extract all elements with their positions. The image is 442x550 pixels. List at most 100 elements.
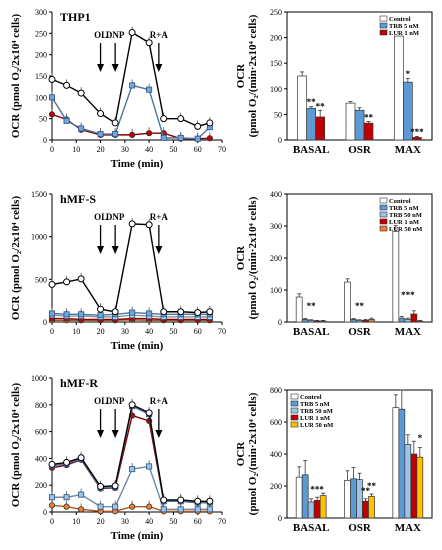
y-axis-label-line2: (pmol O₂/(min·2x10⁴ cells) <box>247 14 259 137</box>
x-tick-label: 0 <box>50 517 54 526</box>
legend-label: TRB 5 nM <box>389 205 419 212</box>
y-tick-label: 0 <box>278 318 282 327</box>
significance-marker: *** <box>401 290 415 300</box>
bar <box>398 408 406 519</box>
legend-swatch <box>379 22 388 29</box>
data-point <box>146 310 153 317</box>
y-tick-label: 800 <box>270 386 282 395</box>
bar <box>301 474 309 519</box>
data-point <box>78 125 85 132</box>
data-point <box>78 311 85 318</box>
significance-marker: *** <box>310 484 324 494</box>
x-tick-label: 50 <box>169 517 177 526</box>
annotation-arrow-head <box>97 64 105 72</box>
x-tick-label: 70 <box>218 145 226 154</box>
data-point <box>128 28 136 36</box>
bar <box>404 319 412 323</box>
bar <box>354 109 365 141</box>
chart-title: hMF-S <box>60 192 96 206</box>
y-tick-label: 150 <box>270 59 282 68</box>
series-0 <box>48 26 214 130</box>
category-label: OSR <box>348 144 372 156</box>
bar <box>319 320 327 323</box>
x-tick-label: 10 <box>72 517 80 526</box>
y-tick-label: 100 <box>270 286 282 295</box>
bar <box>350 478 357 519</box>
chart-title: hMF-R <box>60 376 98 390</box>
annotation-arrow-head <box>111 246 119 254</box>
legend-swatch <box>379 225 388 232</box>
data-point <box>177 496 185 504</box>
legend-entry: LUR 50 nM <box>379 225 422 233</box>
annotation-arrow-head <box>155 430 163 438</box>
series-0 <box>48 398 214 505</box>
legend-label: LUR 50 nM <box>300 422 333 429</box>
bar <box>411 137 422 141</box>
bar-chart-5: 0 200 400 600 800 BASAL OSR MAX OCR (pmol O₂/(min… <box>235 386 433 534</box>
legend-swatch <box>290 400 299 407</box>
legend-entry: LUR 1 nM <box>379 29 419 37</box>
data-point <box>77 89 85 97</box>
data-point <box>160 115 168 123</box>
legend-swatch <box>290 393 299 400</box>
data-point <box>63 503 70 510</box>
bar <box>362 320 369 323</box>
data-point <box>206 119 214 127</box>
x-tick-label: 40 <box>145 145 153 154</box>
x-tick-label: 60 <box>194 517 202 526</box>
annotation-arrow-head <box>155 64 163 72</box>
annotation-label: DNP <box>106 396 125 406</box>
y-tick-label: 0 <box>43 136 47 145</box>
category-label: MAX <box>395 326 421 338</box>
legend-entry: TRB 5 nM <box>290 400 330 408</box>
annotation-label: R+A <box>150 30 169 40</box>
data-point <box>97 110 105 118</box>
data-point <box>63 494 70 501</box>
bar <box>368 319 375 323</box>
legend-entry: LUR 1 nM <box>290 414 330 422</box>
x-tick-label: 60 <box>194 327 202 336</box>
x-tick-label: 30 <box>121 517 129 526</box>
data-point <box>78 491 85 498</box>
data-point <box>129 466 136 473</box>
significance-marker: ** <box>307 301 317 311</box>
legend-entry: Control <box>379 15 411 23</box>
legend-swatch <box>290 414 299 421</box>
series-3 <box>49 460 213 513</box>
legend-swatch <box>379 15 388 22</box>
data-point <box>49 94 56 101</box>
data-point <box>129 82 136 89</box>
data-point <box>206 506 213 513</box>
annotation-label: OL <box>94 30 107 40</box>
data-point <box>206 308 214 316</box>
bar <box>416 456 424 519</box>
y-tick-label: 800 <box>35 401 47 410</box>
annotation-arrow-head <box>97 430 105 438</box>
data-point <box>160 308 168 316</box>
x-axis-label: Time (min) <box>111 158 164 170</box>
data-point <box>177 308 185 316</box>
legend-label: LUR 1 nM <box>389 30 419 37</box>
y-axis-label-line2: (pmol O₂/(min·2x10⁴ cells) <box>247 392 259 515</box>
bar <box>306 107 317 141</box>
data-point <box>160 496 168 504</box>
y-tick-label: 400 <box>270 190 282 199</box>
x-tick-label: 70 <box>218 327 226 336</box>
x-tick-label: 60 <box>194 145 202 154</box>
y-tick-label: 200 <box>35 481 47 490</box>
data-point <box>111 119 119 127</box>
series-0 <box>48 217 214 317</box>
x-tick-label: 20 <box>97 327 105 336</box>
y-tick-label: 200 <box>270 482 282 491</box>
data-point <box>49 310 56 317</box>
bar-chart-1: 0 50 100 150 200 250 BASAL OSR MAX OCR (pmol O₂/(m… <box>235 8 433 156</box>
y-axis-label-line1: OCR <box>235 245 247 271</box>
data-point <box>63 81 71 89</box>
bar <box>295 476 303 519</box>
data-point <box>129 131 136 138</box>
legend-swatch <box>379 29 388 36</box>
data-point <box>194 506 201 513</box>
annotation-label: R+A <box>150 212 169 222</box>
data-point <box>145 409 153 417</box>
data-point <box>49 494 56 501</box>
